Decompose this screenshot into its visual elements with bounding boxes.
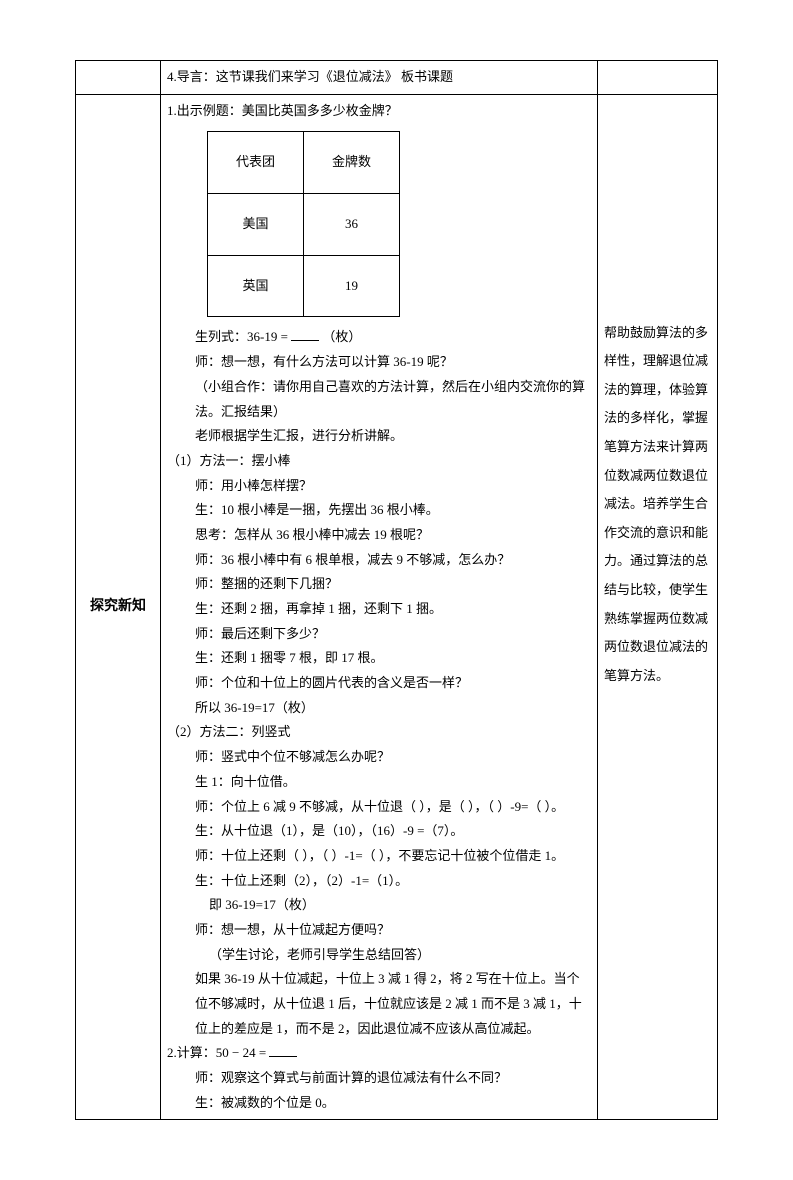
medal-header-2: 金牌数 xyxy=(304,132,400,194)
m2-6: 生：十位上还剩（2），（2）-1=（1）。 xyxy=(167,869,591,894)
method1-title: （1）方法一：摆小棒 xyxy=(167,449,591,474)
medal-header-1: 代表团 xyxy=(208,132,304,194)
medal-header-row: 代表团 金牌数 xyxy=(208,132,400,194)
c2-2: 生：被减数的个位是 0。 xyxy=(167,1091,591,1116)
intro-text: 4.导言：这节课我们来学习《退位减法》 板书课题 xyxy=(167,69,453,84)
row1-left-cell xyxy=(76,61,161,95)
example-intro: 1.出示例题：美国比英国多多少枚金牌？ xyxy=(167,99,591,124)
main-content-cell: 1.出示例题：美国比英国多多少枚金牌？ 代表团 金牌数 美国 36 英国 19 … xyxy=(161,94,598,1120)
m2-3: 师：个位上 6 减 9 不够减，从十位退（ ），是（ ），（ ）-9=（ ）。 xyxy=(167,795,591,820)
medal-uk-count: 19 xyxy=(304,255,400,317)
calc2-title: 2.计算：50 − 24 = xyxy=(167,1045,266,1060)
m1-6: 生：还剩 2 捆，再拿掉 1 捆，还剩下 1 捆。 xyxy=(167,597,591,622)
m1-1: 师：用小棒怎样摆？ xyxy=(167,474,591,499)
medal-row-usa: 美国 36 xyxy=(208,194,400,256)
m1-9: 师：个位和十位上的圆片代表的含义是否一样？ xyxy=(167,671,591,696)
row-main: 探究新知 1.出示例题：美国比英国多多少枚金牌？ 代表团 金牌数 美国 36 英… xyxy=(76,94,718,1120)
medal-usa-name: 美国 xyxy=(208,194,304,256)
m2-10: 如果 36-19 从十位减起，十位上 3 减 1 得 2，将 2 写在十位上。当… xyxy=(167,967,591,1041)
row-intro: 4.导言：这节课我们来学习《退位减法》 板书课题 xyxy=(76,61,718,95)
blank-2 xyxy=(269,1043,297,1057)
m1-4: 师：36 根小棒中有 6 根单根，减去 9 不够减，怎么办？ xyxy=(167,548,591,573)
m2-2: 生 1：向十位借。 xyxy=(167,770,591,795)
blank-1 xyxy=(291,327,319,341)
m2-9: （学生讨论，老师引导学生总结回答） xyxy=(167,943,591,968)
medal-uk-name: 英国 xyxy=(208,255,304,317)
line2: 师：想一想，有什么方法可以计算 36-19 呢？ xyxy=(167,350,591,375)
m1-7: 师：最后还剩下多少？ xyxy=(167,622,591,647)
m2-4: 生：从十位退（1），是（10），（16）-9 =（7）。 xyxy=(167,819,591,844)
m2-8: 师：想一想，从十位减起方便吗？ xyxy=(167,918,591,943)
right-notes-cell: 帮助鼓励算法的多样性，理解退位减法的算理，体验算法的多样化，掌握笔算方法来计算两… xyxy=(598,94,718,1120)
m1-8: 生：还剩 1 捆零 7 根，即 17 根。 xyxy=(167,646,591,671)
right-notes: 帮助鼓励算法的多样性，理解退位减法的算理，体验算法的多样化，掌握笔算方法来计算两… xyxy=(604,99,711,691)
m1-10: 所以 36-19=17（枚） xyxy=(167,696,591,721)
section-label: 探究新知 xyxy=(90,599,146,614)
m1-5: 师：整捆的还剩下几捆？ xyxy=(167,572,591,597)
m1-3: 思考：怎样从 36 根小棒中减去 19 根呢？ xyxy=(167,523,591,548)
calc2-line: 2.计算：50 − 24 = xyxy=(167,1041,591,1066)
method2-title: （2）方法二：列竖式 xyxy=(167,720,591,745)
medal-usa-count: 36 xyxy=(304,194,400,256)
eq-prefix: 生列式：36-19 = xyxy=(195,329,288,344)
m1-2: 生：10 根小棒是一捆，先摆出 36 根小棒。 xyxy=(167,498,591,523)
m2-7: 即 36-19=17（枚） xyxy=(167,893,591,918)
line4: 老师根据学生汇报，进行分析讲解。 xyxy=(167,424,591,449)
m2-5: 师：十位上还剩（ ），（ ）-1=（ ），不要忘记十位被个位借走 1。 xyxy=(167,844,591,869)
lesson-plan-table: 4.导言：这节课我们来学习《退位减法》 板书课题 探究新知 1.出示例题：美国比… xyxy=(75,60,718,1120)
equation-line: 生列式：36-19 = （枚） xyxy=(167,325,591,350)
c2-1: 师：观察这个算式与前面计算的退位减法有什么不同？ xyxy=(167,1066,591,1091)
medal-row-uk: 英国 19 xyxy=(208,255,400,317)
m2-1: 师：竖式中个位不够减怎么办呢？ xyxy=(167,745,591,770)
eq-suffix: （枚） xyxy=(322,329,361,344)
row1-right-cell xyxy=(598,61,718,95)
medal-table: 代表团 金牌数 美国 36 英国 19 xyxy=(207,131,400,317)
line3: （小组合作：请你用自己喜欢的方法计算，然后在小组内交流你的算法。汇报结果） xyxy=(167,375,591,424)
section-label-cell: 探究新知 xyxy=(76,94,161,1120)
line3-text: （小组合作：请你用自己喜欢的方法计算，然后在小组内交流你的算法。汇报结果） xyxy=(195,379,585,419)
row1-middle-cell: 4.导言：这节课我们来学习《退位减法》 板书课题 xyxy=(161,61,598,95)
